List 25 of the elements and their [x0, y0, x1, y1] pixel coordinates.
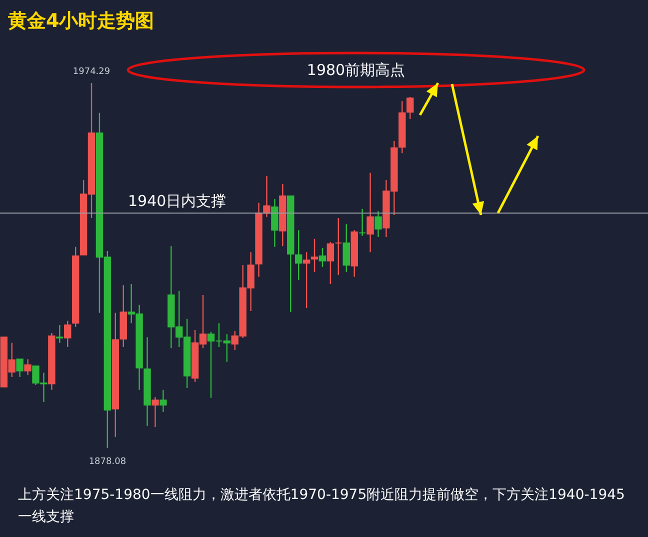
candlestick [366, 172, 374, 253]
candlestick [56, 324, 64, 344]
candlestick [302, 252, 310, 309]
candlestick [263, 175, 270, 218]
chart-title: 黄金4小时走势图 [8, 9, 154, 34]
text: 上方关注1975-1980一线阻力，激进者依托1970-1975附近阻力提前做空，下方关注1940-1945一线支撑 [18, 486, 626, 527]
candlestick [310, 238, 318, 272]
text: 1980前期高点 [306, 61, 406, 79]
candlestick [271, 198, 278, 248]
annotation: 1878.08 [88, 457, 126, 467]
annotation: 1974.29 [72, 67, 110, 77]
candlestick [294, 230, 302, 280]
candlestick [152, 396, 159, 428]
candlestick [64, 320, 72, 348]
candlestick [24, 358, 32, 376]
candlestick [406, 96, 414, 120]
candlestick [342, 223, 350, 272]
candlestick [318, 247, 326, 268]
candlestick [326, 241, 334, 285]
candlestick [160, 389, 167, 412]
ref-line-label: 1940日内支撑 [128, 192, 226, 210]
candlestick [16, 358, 24, 378]
candlestick [374, 210, 382, 238]
candlestick [334, 217, 342, 276]
candlestick [358, 208, 366, 236]
